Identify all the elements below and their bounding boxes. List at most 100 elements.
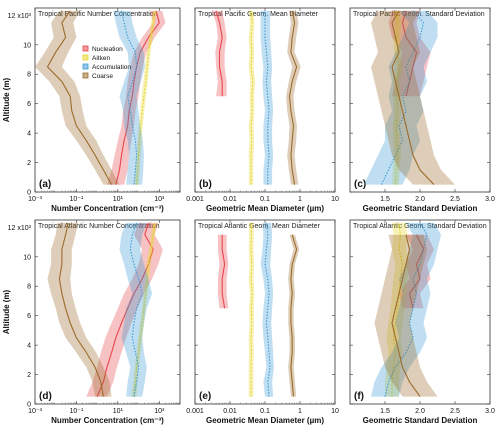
x-tick-label: 10¹	[113, 408, 124, 415]
x-axis-label: Geometric Standard Deviation	[363, 416, 478, 425]
y-tick-label: 10	[23, 254, 31, 261]
series-band-accumulation	[364, 10, 438, 185]
x-tick-label: 2.0	[415, 408, 425, 415]
x-tick-label: 10⁻³	[28, 408, 42, 415]
series-band-aitken	[131, 222, 157, 397]
x-tick-label: 10³	[154, 408, 165, 415]
series-line-aitken	[136, 10, 156, 185]
legend-swatch-coarse	[82, 72, 89, 79]
altitude-exponent-label: 12 x10³	[8, 13, 32, 20]
panel-title: Tropical Pacific Number Concentration	[38, 11, 158, 18]
y-tick-label: 8	[27, 284, 31, 291]
y-tick-label: 8	[27, 72, 31, 79]
y-axis-label: Altitude (m)	[2, 77, 11, 122]
y-axis-label: Altitude (m)	[2, 289, 11, 334]
x-tick-label: 2.5	[450, 408, 460, 415]
x-tick-label: 0.1	[260, 196, 270, 203]
series-band-nucleation	[86, 222, 163, 397]
series-band-coarse	[371, 10, 455, 185]
x-axis-label: Geometric Standard Deviation	[363, 204, 478, 213]
panel-3: Tropical Atlantic Number Concentration (d…	[2, 219, 181, 425]
x-tick-label: 0.001	[186, 408, 204, 415]
panel-label: (b)	[199, 179, 212, 190]
panel-label: (a)	[39, 179, 51, 190]
x-tick-label: 10³	[154, 196, 165, 203]
series-band-aitken	[385, 222, 410, 397]
panel-label: (f)	[354, 391, 364, 402]
series-band-accumulation	[371, 222, 441, 397]
series-line-nucleation	[215, 10, 223, 97]
panel-0: Tropical Pacific Number Concentration (a)…	[2, 7, 181, 213]
series-group	[47, 222, 163, 397]
series-band-coarse	[286, 10, 301, 185]
x-tick-label: 10⁻¹	[70, 196, 84, 203]
x-tick-label: 0.01	[223, 196, 237, 203]
y-tick-label: 2	[27, 372, 31, 379]
panel-1: Tropical Pacific Geom. Mean Diameter (b) 0…	[186, 7, 339, 213]
x-axis-label: Number Concentration (cm⁻³)	[51, 416, 164, 425]
series-line-aitken	[250, 10, 254, 185]
x-tick-label: 1.5	[380, 408, 390, 415]
panel-label: (e)	[199, 391, 211, 402]
x-tick-label: 1.5	[380, 196, 390, 203]
y-tick-label: 10	[23, 42, 31, 49]
panel-frame	[34, 219, 181, 405]
series-line-accumulation	[384, 222, 428, 397]
series-line-aitken	[133, 222, 156, 397]
series-band-accumulation	[113, 10, 145, 185]
x-tick-label: 1	[298, 408, 302, 415]
x-tick-label: 2.5	[450, 196, 460, 203]
series-band-aitken	[248, 10, 256, 185]
series-band-nucleation	[107, 10, 166, 185]
series-line-nucleation	[221, 234, 226, 309]
series-group	[211, 10, 301, 185]
x-axis-label: Geometric Mean Diameter (µm)	[206, 204, 324, 213]
panel-5: Tropical Atlantic Geom. Standard Deviati…	[349, 219, 495, 425]
series-line-coarse	[46, 10, 113, 185]
series-line-accumulation	[129, 222, 143, 397]
panel-title: Tropical Atlantic Geom. Standard Deviati…	[353, 223, 487, 230]
legend-label-coarse: Coarse	[92, 73, 113, 80]
series-group	[371, 222, 441, 397]
y-tick-label: 4	[27, 343, 31, 350]
series-line-coarse	[391, 234, 421, 397]
series-line-aitken	[391, 222, 404, 397]
x-tick-label: 3.0	[485, 408, 495, 415]
series-group	[35, 10, 166, 185]
y-tick-label: 0	[27, 190, 31, 197]
x-tick-label: 1	[298, 196, 302, 203]
panel-2: Tropical Pacific Geom. Standard Deviatio…	[349, 7, 495, 213]
series-band-coarse	[374, 234, 438, 397]
y-tick-label: 6	[27, 101, 31, 108]
x-tick-label: 3.0	[485, 196, 495, 203]
series-band-coarse	[47, 222, 112, 397]
legend-swatch-accumulation	[82, 63, 89, 70]
legend-label-accumulation: Accumulation	[92, 64, 131, 71]
series-line-coarse	[58, 222, 104, 397]
x-tick-label: 2.0	[415, 196, 425, 203]
series-band-nucleation	[388, 10, 431, 97]
legend: Nucleation Aitken Accumulation Coarse	[82, 45, 131, 80]
x-axis-label: Number Concentration (cm⁻³)	[51, 204, 164, 213]
y-tick-label: 6	[27, 313, 31, 320]
panel-4: Tropical Atlantic Geom. Mean Diameter (e)…	[186, 219, 339, 425]
series-line-nucleation	[115, 10, 160, 185]
series-line-accumulation	[264, 10, 270, 185]
legend-swatch-nucleation	[82, 45, 89, 52]
x-tick-label: 10	[331, 196, 339, 203]
altitude-exponent-label: 12 x10³	[8, 225, 32, 232]
legend-swatch-aitken	[82, 54, 89, 61]
series-group	[217, 222, 300, 397]
series-line-coarse	[391, 10, 435, 185]
series-band-aitken	[248, 222, 255, 397]
x-tick-label: 0.1	[260, 408, 270, 415]
series-line-nucleation	[408, 234, 425, 309]
panel-title: Tropical Atlantic Geom. Mean Diameter	[198, 223, 321, 230]
series-group	[364, 10, 455, 185]
panel-title: Tropical Pacific Geom. Mean Diameter	[198, 11, 319, 18]
x-tick-label: 10⁻¹	[70, 408, 84, 415]
series-line-aitken	[250, 222, 253, 397]
series-line-aitken	[394, 10, 400, 185]
x-tick-label: 10	[331, 408, 339, 415]
